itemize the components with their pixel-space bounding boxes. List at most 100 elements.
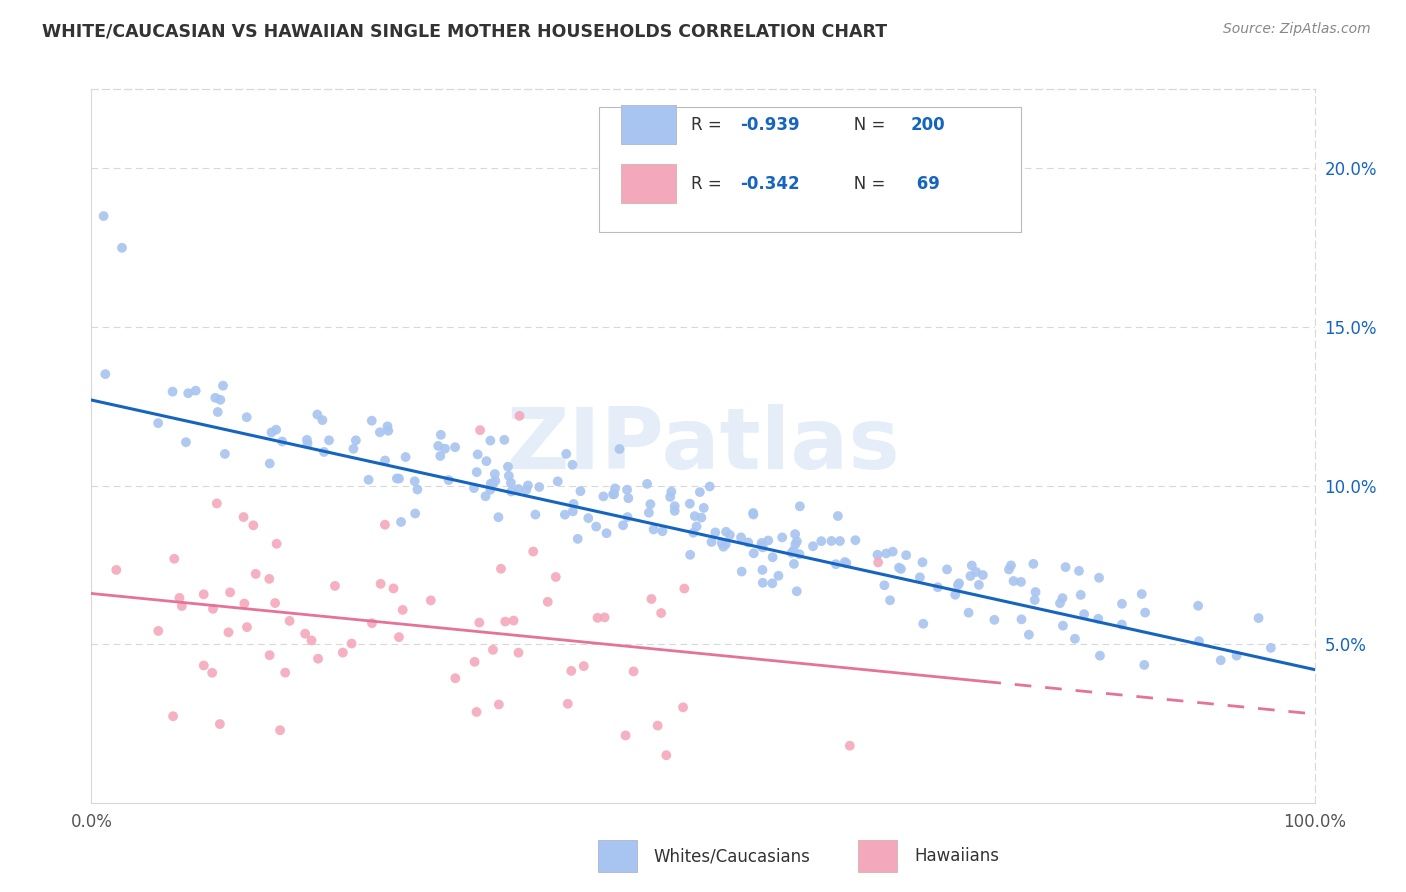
Point [463, 481, 485, 495]
Point [391, 603, 413, 617]
Point [170, 599, 193, 613]
Point [959, 569, 981, 583]
Point [957, 606, 980, 620]
Point [201, 602, 224, 616]
Point [1225, 648, 1247, 663]
Point [685, 519, 707, 533]
Point [271, 434, 294, 449]
Point [307, 651, 329, 665]
Point [264, 423, 287, 437]
Point [586, 611, 609, 625]
Point [444, 671, 467, 685]
Point [537, 595, 560, 609]
Point [162, 709, 184, 723]
Point [749, 539, 772, 553]
Point [730, 530, 752, 544]
Point [616, 510, 638, 524]
Point [516, 478, 538, 492]
Point [259, 648, 281, 663]
Point [235, 410, 257, 425]
Point [1010, 574, 1032, 589]
Point [344, 434, 367, 448]
FancyBboxPatch shape [621, 105, 676, 145]
Point [1000, 558, 1022, 573]
Point [233, 597, 256, 611]
Point [785, 527, 807, 541]
Point [894, 548, 917, 562]
Point [623, 665, 645, 679]
Point [838, 739, 860, 753]
Point [638, 506, 661, 520]
Point [529, 480, 551, 494]
Point [360, 414, 382, 428]
Point [768, 568, 790, 582]
Point [561, 504, 583, 518]
Point [1130, 587, 1153, 601]
Point [561, 458, 583, 472]
Point [508, 482, 530, 496]
Point [515, 483, 537, 497]
Point [474, 489, 496, 503]
Point [710, 536, 733, 550]
Point [169, 591, 191, 605]
Point [522, 544, 544, 558]
Point [404, 507, 426, 521]
Point [148, 624, 170, 638]
Point [742, 506, 765, 520]
Text: R =: R = [690, 116, 727, 134]
Point [679, 497, 702, 511]
Point [430, 428, 453, 442]
Text: Hawaiians: Hawaiians [914, 847, 998, 865]
Point [835, 556, 858, 570]
Point [482, 476, 505, 491]
Point [782, 543, 804, 558]
Point [572, 659, 595, 673]
Point [278, 614, 301, 628]
Point [266, 537, 288, 551]
Point [756, 533, 779, 548]
Point [494, 615, 516, 629]
Point [1070, 588, 1092, 602]
Point [323, 579, 346, 593]
Point [789, 547, 811, 561]
Point [1111, 597, 1133, 611]
Point [433, 442, 456, 456]
Point [554, 508, 576, 522]
Point [810, 534, 832, 549]
Point [576, 511, 599, 525]
Point [693, 500, 716, 515]
Point [555, 447, 578, 461]
Point [679, 548, 702, 562]
Text: ZIPatlas: ZIPatlas [506, 404, 900, 488]
Point [388, 630, 411, 644]
Point [498, 468, 520, 483]
Point [972, 568, 994, 582]
Point [569, 484, 592, 499]
Point [361, 616, 384, 631]
Point [496, 459, 519, 474]
Point [146, 416, 169, 430]
Point [1187, 599, 1209, 613]
Point [264, 596, 287, 610]
Point [801, 539, 824, 553]
Point [1022, 557, 1045, 571]
Point [218, 625, 240, 640]
Point [377, 424, 399, 438]
Point [786, 534, 808, 549]
Point [690, 510, 713, 524]
Point [742, 546, 765, 560]
Point [368, 425, 391, 440]
Point [163, 551, 186, 566]
Point [943, 588, 966, 602]
Point [209, 392, 232, 407]
Point [664, 499, 686, 513]
Point [406, 483, 429, 497]
Point [374, 453, 396, 467]
Point [875, 546, 897, 560]
Point [783, 557, 806, 571]
Point [828, 534, 851, 549]
Point [193, 658, 215, 673]
Point [174, 435, 197, 450]
Point [868, 556, 890, 570]
Point [890, 562, 912, 576]
